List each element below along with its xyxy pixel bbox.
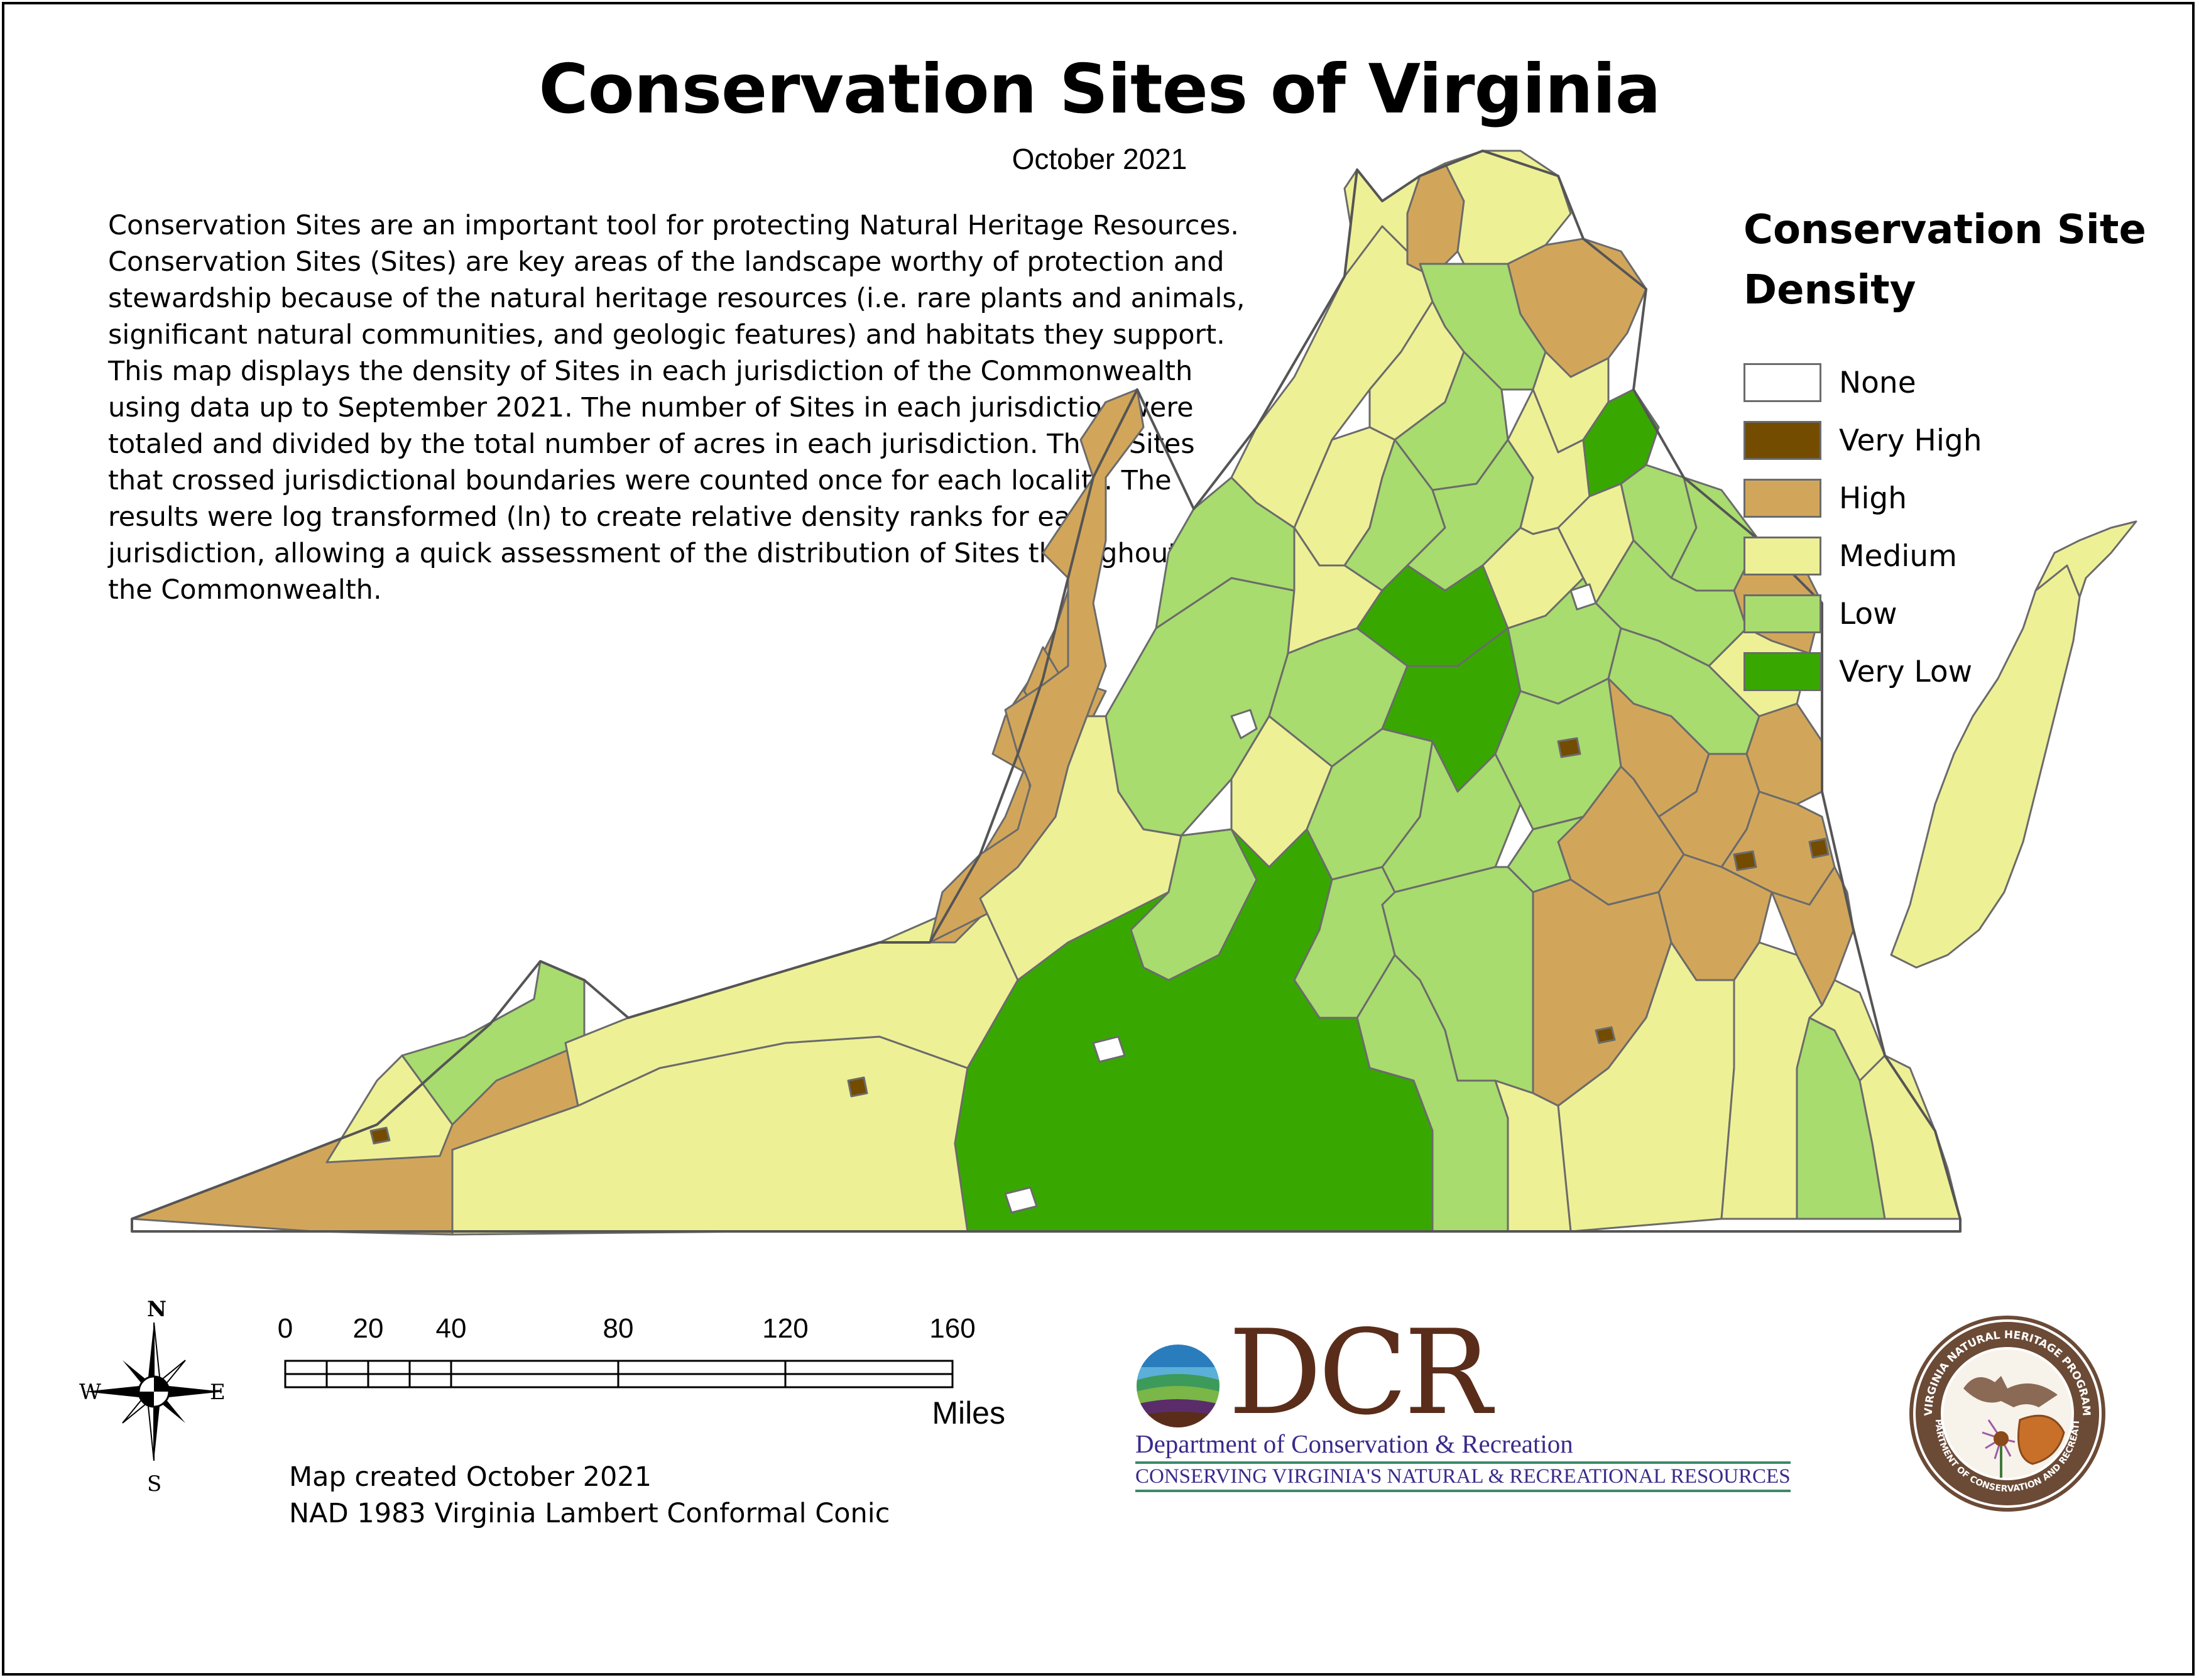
- legend-swatch-very-low: [1743, 652, 1821, 691]
- compass-rose: N S W E: [69, 1297, 245, 1497]
- legend-label: Very High: [1839, 423, 1982, 458]
- region-none-2: [1092, 1035, 1126, 1063]
- scale-bar-graphic: [284, 1360, 954, 1388]
- region-norfolk-medium: [1808, 979, 1886, 1082]
- legend-item-very-high: Very High: [1743, 421, 2120, 462]
- region-botetourt-low: [1130, 828, 1258, 981]
- region-veryhigh-6: [1808, 837, 1830, 859]
- region-none-4: [1569, 583, 1597, 611]
- region-veryhigh-2: [847, 1076, 868, 1098]
- seal-icon: VIRGINIA NATURAL HERITAGE PROGRAM DEPART…: [1903, 1306, 2105, 1512]
- description-line: Conservation Sites are an important tool…: [108, 210, 1239, 241]
- region-veryhigh-4: [1595, 1026, 1616, 1044]
- description-text: Conservation Sites are an important tool…: [108, 207, 1270, 608]
- credit-date: Map created October 2021: [289, 1461, 652, 1493]
- compass-icon: [85, 1322, 223, 1461]
- region-veryhigh-1: [369, 1126, 391, 1145]
- legend-title: Conservation Site Density: [1743, 200, 2146, 320]
- compass-north: N: [147, 1297, 167, 1322]
- scale-unit: Miles: [932, 1395, 1005, 1431]
- legend-item-very-low: Very Low: [1743, 652, 2120, 694]
- description-line: stewardship because of the natural herit…: [108, 283, 1245, 314]
- region-vabeach-medium: [1858, 1054, 1962, 1220]
- legend-swatch-none: [1743, 363, 1821, 402]
- description-line: using data up to September 2021. The num…: [108, 392, 1194, 423]
- legend-swatch-very-high: [1743, 421, 1821, 460]
- legend-swatch-low: [1743, 594, 1821, 633]
- legend-item-low: Low: [1743, 594, 2120, 636]
- map-date: October 2021: [1012, 143, 1187, 175]
- legend-swatch-high: [1743, 479, 1821, 518]
- dcr-department-name: Department of Conservation & Recreation: [1135, 1429, 1573, 1458]
- legend-title-line: Conservation Site: [1743, 207, 2146, 253]
- legend-item-high: High: [1743, 479, 2120, 520]
- dcr-tagline: CONSERVING VIRGINIA'S NATURAL & RECREATI…: [1135, 1461, 1791, 1492]
- legend-swatch-medium: [1743, 537, 1821, 575]
- region-veryhigh-3: [1557, 737, 1581, 758]
- legend-title-line: Density: [1743, 267, 1916, 314]
- legend-label: Low: [1839, 597, 1897, 631]
- description-line: results were log transformed (ln) to cre…: [108, 501, 1103, 533]
- scale-bar: 0 20 40 80 120 160 Miles: [276, 1313, 1005, 1439]
- region-none-1: [1230, 709, 1258, 739]
- scale-tick-label: 20: [352, 1313, 384, 1344]
- scale-tick-label: 120: [762, 1313, 809, 1344]
- description-line: This map displays the density of Sites i…: [108, 356, 1193, 387]
- region-veryhigh-5: [1733, 850, 1757, 871]
- scale-tick-label: 40: [435, 1313, 467, 1344]
- credit-projection: NAD 1983 Virginia Lambert Conformal Coni…: [289, 1498, 890, 1529]
- legend-label: Very Low: [1839, 655, 1973, 689]
- region-hampton-high: [1771, 866, 1855, 1006]
- region-none-3: [1004, 1186, 1038, 1214]
- state-outline: [131, 150, 1962, 1233]
- dcr-logo: DCR Department of Conservation & Recreat…: [1134, 1304, 1791, 1494]
- scale-tick-label: 0: [277, 1313, 293, 1344]
- legend-label: None: [1839, 366, 1916, 400]
- region-eastern-shore-north-medium: [2034, 520, 2137, 598]
- description-line: totaled and divided by the total number …: [108, 428, 1195, 460]
- compass-east: E: [210, 1380, 226, 1405]
- description-line: jurisdiction, allowing a quick assessmen…: [108, 538, 1179, 569]
- dcr-emblem-icon: [1137, 1345, 1220, 1427]
- description-line: the Commonwealth.: [108, 574, 382, 606]
- legend-item-medium: Medium: [1743, 537, 2120, 578]
- scale-tick-label: 80: [603, 1313, 634, 1344]
- description-line: significant natural communities, and geo…: [108, 319, 1225, 351]
- natural-heritage-seal: VIRGINIA NATURAL HERITAGE PROGRAM DEPART…: [1903, 1306, 2108, 1514]
- dcr-wordmark: DCR: [1228, 1304, 1492, 1441]
- legend-label: Medium: [1839, 539, 1957, 574]
- description-line: that crossed jurisdictional boundaries w…: [108, 465, 1172, 496]
- description-line: Conservation Sites (Sites) are key areas…: [108, 246, 1225, 278]
- legend-item-none: None: [1743, 363, 2120, 405]
- legend-label: High: [1839, 481, 1907, 516]
- scale-tick-label: 160: [929, 1313, 976, 1344]
- compass-south: S: [147, 1471, 162, 1497]
- map-credits: Map created October 2021 NAD 1983 Virgin…: [289, 1459, 890, 1532]
- region-sw-medium: [325, 1054, 454, 1164]
- compass-west: W: [79, 1380, 101, 1405]
- map-title: Conservation Sites of Virginia: [538, 50, 1661, 129]
